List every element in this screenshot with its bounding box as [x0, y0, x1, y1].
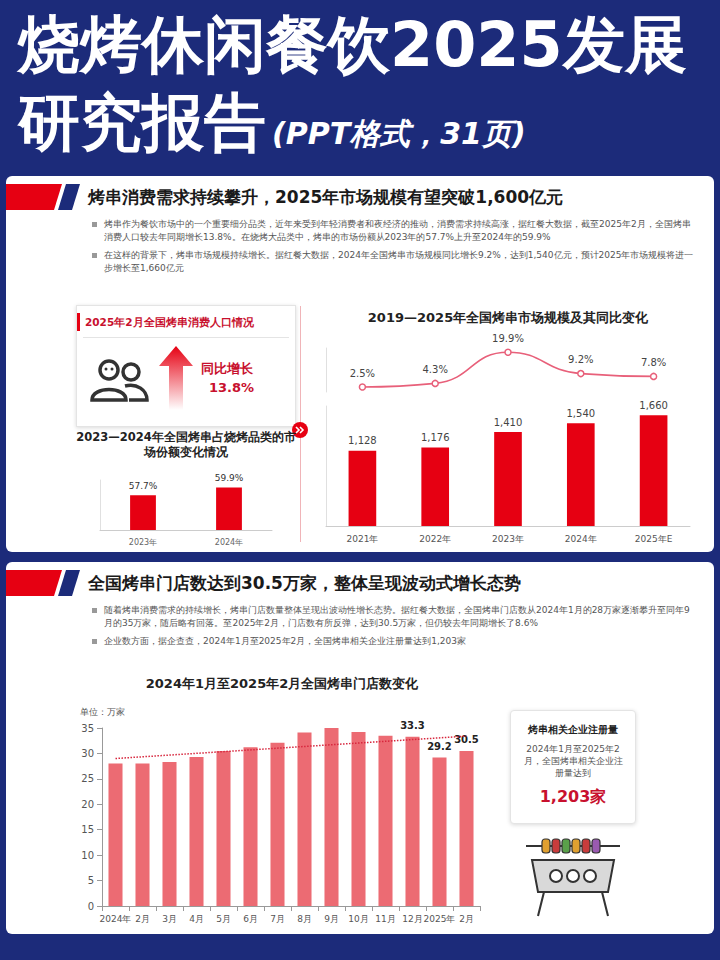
- svg-text:10月: 10月: [348, 914, 368, 924]
- svg-text:20: 20: [81, 799, 94, 810]
- svg-text:2025年E: 2025年E: [635, 534, 673, 544]
- html-text:烤串消费需求持续攀升，2025年市场规模有望突破1,600亿: 烤串消费需求持续攀升，2025年市场规模有望突破1,600亿元: [88, 187, 564, 207]
- svg-text:1,176: 1,176: [421, 432, 450, 443]
- svg-text:1,128: 1,128: [348, 435, 377, 446]
- svg-text:2月: 2月: [135, 914, 150, 924]
- html-text:13.8%: 13.8%: [209, 380, 255, 395]
- svg-text:15: 15: [81, 824, 94, 835]
- svg-text:2021年: 2021年: [346, 534, 378, 544]
- svg-text:4月: 4月: [189, 914, 204, 924]
- svg-text:29.2: 29.2: [427, 741, 452, 752]
- svg-text:30.5: 30.5: [454, 734, 479, 746]
- svg-text:4.3%: 4.3%: [422, 364, 447, 375]
- svg-text:5: 5: [88, 875, 94, 886]
- html-text:2025年2月全国烤串消费人口情况: 2025年2月全国烤串消费人口情况: [85, 316, 254, 328]
- svg-text:25: 25: [81, 773, 94, 784]
- html-text:企业数方面，据企查查，2024年1月至2025年2月，全国烤: 企业数方面，据企查查，2024年1月至2025年2月，全国烤串相关企业注册量达到…: [104, 636, 466, 646]
- svg-text:7月: 7月: [270, 914, 285, 924]
- html-text:2019—2025年全国烤串市场规模及其同比变化: 2019—2025年全国烤串市场规模及其同比变化: [367, 310, 649, 325]
- svg-text:2022年: 2022年: [419, 534, 451, 544]
- svg-text:6月: 6月: [243, 914, 258, 924]
- svg-text:10: 10: [81, 850, 94, 861]
- svg-text:2025年: 2025年: [424, 914, 456, 924]
- svg-text:35: 35: [81, 723, 94, 734]
- svg-text:9.2%: 9.2%: [568, 354, 593, 365]
- svg-text:1,540: 1,540: [566, 408, 595, 419]
- svg-text:单位：万家: 单位：万家: [80, 707, 125, 717]
- html-text:在这样的背景下，烤串市场规模持续增长。据红餐大数据，2024: 在这样的背景下，烤串市场规模持续增长。据红餐大数据，2024年全国烤串市场规模同…: [104, 250, 694, 273]
- html-text:全国烤串门店数达到30.5万家，整体呈现波动式增长态势: 全国烤串门店数达到30.5万家，整体呈现波动式增长态势: [88, 573, 521, 593]
- html-text:同比增长: 同比增长: [201, 361, 253, 376]
- svg-text:0: 0: [88, 901, 94, 912]
- html-text:2024年1月至2025年2月全国烤串门店数变化: 2024年1月至2025年2月全国烤串门店数变化: [145, 676, 419, 691]
- html-text:随着烤串消费需求的持续增长，烤串门店数量整体呈现出波动性增长: 随着烤串消费需求的持续增长，烤串门店数量整体呈现出波动性增长态势。据红餐大数据，…: [104, 605, 690, 628]
- svg-text:2024年: 2024年: [215, 538, 243, 547]
- svg-text:2024年: 2024年: [100, 914, 132, 924]
- svg-text:3月: 3月: [162, 914, 177, 924]
- svg-text:7.8%: 7.8%: [641, 357, 666, 368]
- svg-text:2月: 2月: [459, 914, 474, 924]
- html-text:2023—2024年全国烤串占烧烤品类的市场份额变化情况: 2023—2024年全国烤串占烧烤品类的市场份额变化情况: [76, 430, 296, 459]
- svg-text:19.9%: 19.9%: [492, 333, 524, 344]
- svg-text:11月: 11月: [375, 914, 395, 924]
- svg-text:5月: 5月: [216, 914, 231, 924]
- svg-text:2.5%: 2.5%: [350, 368, 375, 379]
- svg-text:2023年: 2023年: [492, 534, 524, 544]
- svg-text:59.9%: 59.9%: [215, 473, 244, 483]
- html-text:(PPT格式，31页): (PPT格式，31页): [272, 116, 526, 151]
- svg-text:1,660: 1,660: [639, 400, 668, 411]
- svg-text:30: 30: [81, 748, 94, 759]
- html-text:2024年1月至2025年2月，全国烤串相关企业注册量达到: 2024年1月至2025年2月，全国烤串相关企业注册量达到: [523, 744, 623, 778]
- svg-text:2023年: 2023年: [129, 538, 157, 547]
- html-text:烧烤休闲餐饮2025发展研究报告: 烧烤休闲餐饮2025发展研究报告: [18, 8, 687, 159]
- svg-text:2024年: 2024年: [565, 534, 597, 544]
- svg-text:33.3: 33.3: [400, 720, 425, 731]
- svg-text:1,410: 1,410: [494, 417, 523, 428]
- svg-text:12月: 12月: [402, 914, 422, 924]
- html-text:1,203家: 1,203家: [539, 787, 607, 806]
- svg-text:8月: 8月: [297, 914, 312, 924]
- html-text:烤串作为餐饮市场中的一个重要细分品类，近年来受到年轻消费者和: 烤串作为餐饮市场中的一个重要细分品类，近年来受到年轻消费者和夜经济的推动，消费需…: [104, 219, 691, 242]
- svg-text:9月: 9月: [324, 914, 339, 924]
- svg-text:57.7%: 57.7%: [129, 481, 158, 491]
- html-text:烤串相关企业注册量: 烤串相关企业注册量: [528, 724, 618, 735]
